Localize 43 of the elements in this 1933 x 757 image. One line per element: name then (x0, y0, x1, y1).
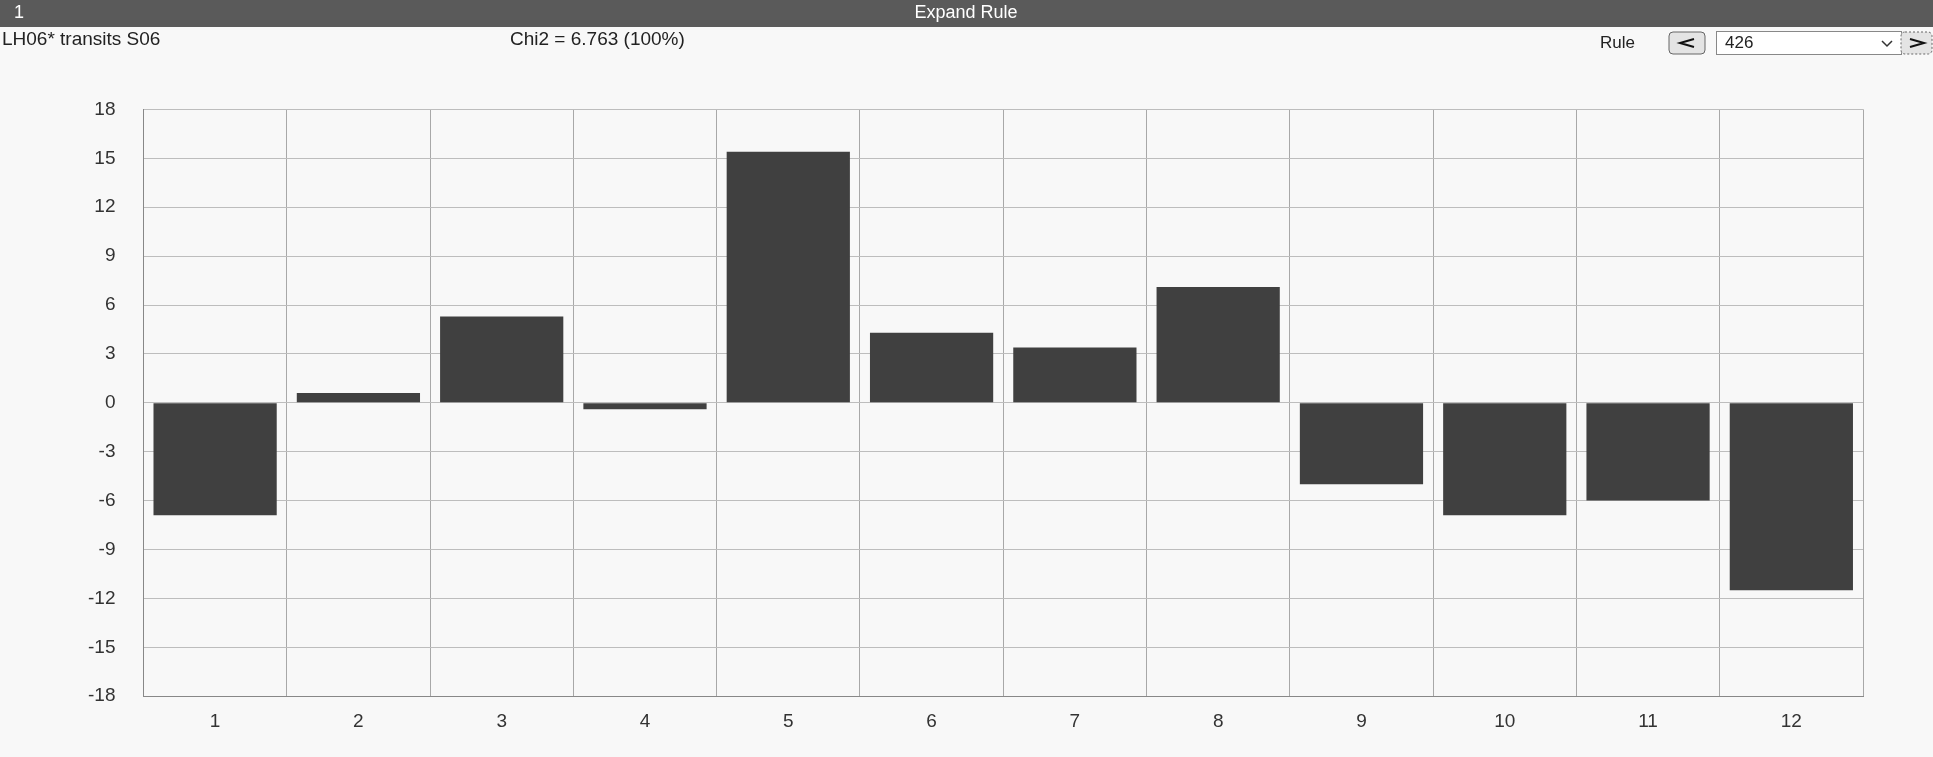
x-tick-label: 6 (926, 709, 937, 731)
x-tick-label: 11 (1638, 709, 1658, 731)
bar (583, 403, 707, 410)
x-tick-label: 1 (209, 709, 221, 731)
y-tick-label: 9 (104, 244, 116, 266)
x-tick-label: 9 (1356, 709, 1367, 731)
y-tick-label: 12 (94, 195, 116, 217)
text: 426 (1725, 33, 1754, 53)
bar (869, 332, 994, 403)
y-tick-label: -6 (98, 488, 116, 510)
y-tick-label: 0 (104, 391, 116, 413)
x-tick-label: 5 (783, 709, 794, 731)
x-tick-label: 3 (496, 709, 507, 731)
bar (1729, 403, 1853, 591)
x-tick-label: 8 (1212, 709, 1224, 731)
bar (440, 316, 564, 403)
y-tick-label: -9 (98, 537, 116, 559)
x-tick-label: 10 (1494, 709, 1516, 731)
y-tick-label: 6 (104, 293, 116, 315)
bar (296, 393, 421, 403)
y-tick-label: 18 (94, 97, 116, 119)
bar (1013, 347, 1137, 403)
y-tick-label: -18 (87, 684, 116, 706)
text: Chi2 = 6.763 (100%) (510, 28, 685, 50)
y-tick-label: -3 (98, 439, 116, 461)
x-tick-label: 7 (1069, 709, 1081, 731)
bar (1586, 403, 1710, 501)
x-tick-label: 2 (353, 709, 364, 731)
x-tick-label: 12 (1780, 709, 1802, 731)
y-tick-label: -12 (87, 586, 116, 608)
bar (1156, 287, 1280, 403)
chart-title: Expand Rule (914, 2, 1018, 23)
chart-subtitle: LH06* transits S06 (2, 28, 161, 50)
y-tick-label: -15 (87, 635, 116, 657)
y-tick-label: 3 (104, 342, 116, 364)
bar (1299, 403, 1424, 485)
y-tick-label: 15 (94, 146, 116, 168)
bar (1443, 403, 1567, 516)
bar (726, 151, 850, 403)
text: 1 (14, 2, 25, 23)
text: Rule (1600, 33, 1635, 53)
bar (153, 403, 277, 516)
x-tick-label: 4 (639, 709, 651, 731)
